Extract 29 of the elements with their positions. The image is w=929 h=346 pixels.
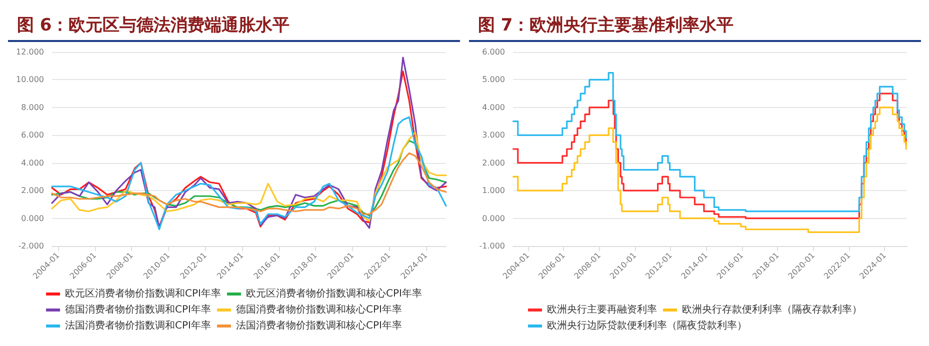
legend-label: 欧洲央行边际贷款便利利率（隔夜贷款利率） [547,320,747,332]
y-tick-label: -2.000 [18,242,44,250]
legend-label: 德国消费者物价指数调和CPI年率 [65,304,212,316]
y-tick-label: -1.000 [479,242,505,250]
chart-title: 图 7：欧洲央行主要基准利率水平 [478,16,734,36]
y-tick-label: 0.000 [482,214,505,223]
legend-label: 欧洲央行存款便利利率（隔夜存款利率） [682,304,862,316]
y-tick-label: 4.000 [482,102,505,112]
legend-label: 欧元区消费者物价指数调和核心CPI年率 [246,288,422,300]
y-tick-label: 3.000 [482,130,505,140]
y-tick-label: 12.000 [16,48,44,56]
legend-label: 法国消费者物价指数调和CPI年率 [65,320,212,332]
y-tick-label: 6.000 [482,48,505,56]
legend-label: 欧洲央行主要再融资利率 [547,304,657,316]
y-tick-label: 4.000 [21,158,44,168]
y-tick-label: 0.000 [21,214,44,223]
y-tick-label: 5.000 [482,75,505,84]
legend-label: 欧元区消费者物价指数调和CPI年率 [65,288,222,300]
chart-title: 图 6：欧元区与德法消费端通胀水平 [17,16,290,36]
legend-label: 法国消费者物价指数调和核心CPI年率 [236,320,402,332]
y-tick-label: 8.000 [21,102,44,112]
y-tick-label: 6.000 [21,130,44,140]
y-tick-label: 2.000 [21,186,44,196]
y-tick-label: 2.000 [482,158,505,168]
legend-label: 德国消费者物价指数调和核心CPI年率 [236,304,402,316]
line-series [51,116,447,230]
y-tick-label: 1.000 [482,186,505,196]
line-series [51,152,447,215]
y-tick-label: 10.000 [16,75,44,84]
